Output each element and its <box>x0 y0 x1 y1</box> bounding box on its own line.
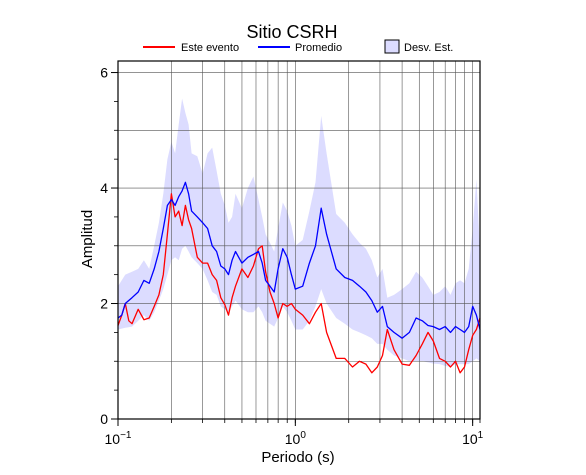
y-axis-label: Amplitud <box>79 210 96 268</box>
std-dev-band-layer <box>118 98 480 367</box>
legend-label-desv-est: Desv. Est. <box>404 42 453 54</box>
series-line-promedio <box>117 181 481 339</box>
legend-label-este-evento: Este evento <box>181 42 239 54</box>
grid-layer <box>118 61 480 419</box>
y-tick-label: 2 <box>100 296 108 312</box>
x-axis-label: Periodo (s) <box>261 449 334 466</box>
series-layer <box>117 181 481 374</box>
legend-swatch-desv-est <box>384 39 400 54</box>
x-tick-label: 101 <box>462 430 484 447</box>
x-tick-label: 10−1 <box>105 430 132 447</box>
plot-frame <box>117 60 481 420</box>
y-tick-label: 6 <box>100 65 108 81</box>
std-dev-band <box>118 98 480 367</box>
legend-label-promedio: Promedio <box>295 42 342 54</box>
x-tick-label: 100 <box>285 430 307 447</box>
y-tick-label: 0 <box>100 411 108 427</box>
chart-title: Sitio CSRH <box>246 22 337 42</box>
axes-layer: 0 2 4 6 10−1 100 101 <box>100 60 484 447</box>
legend: Este evento Promedio Desv. Est. <box>143 39 453 54</box>
y-tick-label: 4 <box>100 180 108 196</box>
series-line-este-evento <box>117 193 481 374</box>
